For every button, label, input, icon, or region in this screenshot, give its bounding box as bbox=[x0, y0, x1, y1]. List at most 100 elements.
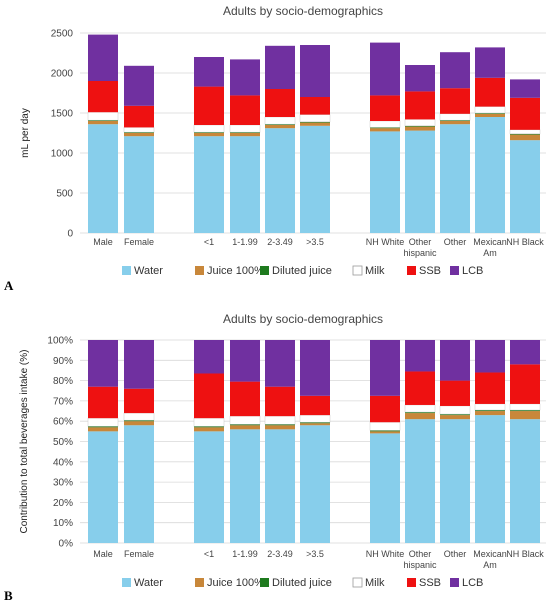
x-tick-label: Mexican Am bbox=[473, 549, 507, 570]
bar-segment-milk bbox=[439, 405, 471, 415]
legend-swatch bbox=[352, 577, 363, 588]
bar-segment-ssb bbox=[300, 97, 330, 115]
bar-segment-ssb bbox=[475, 372, 505, 404]
bar-segment-lcb bbox=[230, 59, 260, 96]
y-tick-label: 50% bbox=[53, 437, 73, 448]
bar-segment-diluted-juice bbox=[475, 113, 505, 114]
bar-segment-ssb bbox=[510, 364, 540, 404]
legend-label: Juice 100% bbox=[207, 265, 264, 277]
bar-segment-lcb bbox=[300, 45, 330, 97]
bar-segment-milk bbox=[193, 124, 225, 133]
bar-segment-water bbox=[300, 425, 330, 543]
bar-segment-milk bbox=[87, 111, 119, 121]
x-tick-label: Male bbox=[93, 549, 113, 559]
x-tick-label: >3.5 bbox=[306, 549, 324, 559]
bar-segment-juice-100- bbox=[194, 133, 224, 137]
y-tick-label: 1500 bbox=[51, 109, 74, 120]
y-tick-label: 10% bbox=[53, 518, 73, 529]
bar-segment-juice-100- bbox=[370, 431, 400, 434]
legend: Water Juice 100% Diluted juice Milk SSB LCB bbox=[122, 265, 483, 277]
bar-segment-milk bbox=[474, 403, 506, 411]
bar-segment-ssb bbox=[265, 89, 295, 117]
bar-segment-milk bbox=[299, 414, 331, 423]
chart-title: Adults by socio-demographics bbox=[223, 4, 383, 18]
chart-panel-b: Adults by socio-demographics 0% 10% 20% 30% 4… bbox=[4, 312, 546, 603]
legend-swatch bbox=[122, 578, 131, 587]
bar-segment-lcb bbox=[475, 47, 505, 78]
bar-segment-diluted-juice bbox=[300, 121, 330, 123]
bar-segment-milk bbox=[509, 129, 541, 135]
x-tick-label: Other bbox=[444, 549, 467, 559]
bar-segment-diluted-juice bbox=[124, 420, 154, 422]
y-tick-label: 1000 bbox=[51, 149, 74, 160]
bar-segment-water bbox=[475, 117, 505, 233]
y-tick-label: 90% bbox=[53, 356, 73, 367]
bar-segment-lcb bbox=[475, 340, 505, 373]
x-tick-label: 2-3.49 bbox=[267, 549, 293, 559]
x-tick-label: Other bbox=[444, 237, 467, 247]
bar-segment-juice-100- bbox=[88, 427, 118, 432]
bar-segment-juice-100- bbox=[440, 121, 470, 125]
bar-segment-juice-100- bbox=[300, 122, 330, 126]
bar-segment-milk bbox=[264, 415, 296, 425]
chart-title: Adults by socio-demographics bbox=[223, 312, 383, 326]
bar-segment-juice-100- bbox=[475, 411, 505, 416]
legend-label: Water bbox=[134, 265, 163, 277]
x-tick-label: 2-3.49 bbox=[267, 237, 293, 247]
x-tick-label: <1 bbox=[204, 549, 214, 559]
bar-segment-water bbox=[370, 433, 400, 543]
bar-segment-milk bbox=[123, 412, 155, 421]
bar-segment-diluted-juice bbox=[405, 125, 435, 127]
bar-segment-milk bbox=[299, 114, 331, 123]
legend: Water Juice 100% Diluted juice Milk SSB LCB bbox=[122, 577, 483, 589]
bar-segment-ssb bbox=[124, 105, 154, 128]
y-tick-label: 30% bbox=[53, 478, 73, 489]
bar-segment-lcb bbox=[405, 65, 435, 92]
legend-label: Diluted juice bbox=[272, 265, 332, 277]
bar-segment-juice-100- bbox=[440, 415, 470, 420]
legend-swatch bbox=[122, 266, 131, 275]
x-tick-label: 1-1.99 bbox=[232, 237, 258, 247]
y-tick-label: 80% bbox=[53, 376, 73, 387]
bar-segment-water bbox=[405, 419, 435, 543]
bar-segment-juice-100- bbox=[230, 425, 260, 430]
bar-segment-ssb bbox=[510, 97, 540, 130]
bar-segment-juice-100- bbox=[510, 411, 540, 420]
x-tick-label: Mexican Am bbox=[473, 237, 507, 258]
bar-segment-ssb bbox=[265, 386, 295, 417]
bar-segment-water bbox=[124, 425, 154, 543]
legend-label: Juice 100% bbox=[207, 577, 264, 589]
legend-label: Milk bbox=[365, 265, 385, 277]
bar-segment-water bbox=[510, 140, 540, 233]
bar-segment-ssb bbox=[88, 386, 118, 419]
x-tick-label: Female bbox=[124, 549, 154, 559]
bar-segment-juice-100- bbox=[510, 134, 540, 141]
bar-segment-water bbox=[265, 128, 295, 233]
bar-segment-water bbox=[265, 429, 295, 543]
bar-segment-lcb bbox=[88, 340, 118, 387]
legend-swatch bbox=[407, 578, 416, 587]
bar-segment-ssb bbox=[405, 91, 435, 120]
bar-segment-ssb bbox=[88, 81, 118, 113]
bar-segment-lcb bbox=[230, 340, 260, 382]
bar-segment-ssb bbox=[194, 373, 224, 419]
bar-segment-juice-100- bbox=[88, 121, 118, 125]
bar-segment-diluted-juice bbox=[370, 127, 400, 129]
bar-segment-milk bbox=[369, 421, 401, 431]
legend-label: SSB bbox=[419, 265, 441, 277]
legend-label: LCB bbox=[462, 577, 483, 589]
x-tick-label: Other hispanic bbox=[403, 549, 437, 570]
bar-segment-water bbox=[440, 419, 470, 543]
legend-swatch bbox=[407, 266, 416, 275]
bar-segment-lcb bbox=[300, 340, 330, 396]
bar-segment-water bbox=[475, 415, 505, 543]
x-tick-label: Other hispanic bbox=[403, 237, 437, 258]
y-axis-label: mL per day bbox=[20, 108, 31, 158]
bar-segment-lcb bbox=[88, 34, 118, 81]
bar-segment-lcb bbox=[370, 42, 400, 96]
bar-segment-milk bbox=[264, 116, 296, 125]
bar-segment-juice-100- bbox=[124, 133, 154, 137]
bar-segment-juice-100- bbox=[124, 421, 154, 426]
bar-segment-juice-100- bbox=[265, 125, 295, 129]
